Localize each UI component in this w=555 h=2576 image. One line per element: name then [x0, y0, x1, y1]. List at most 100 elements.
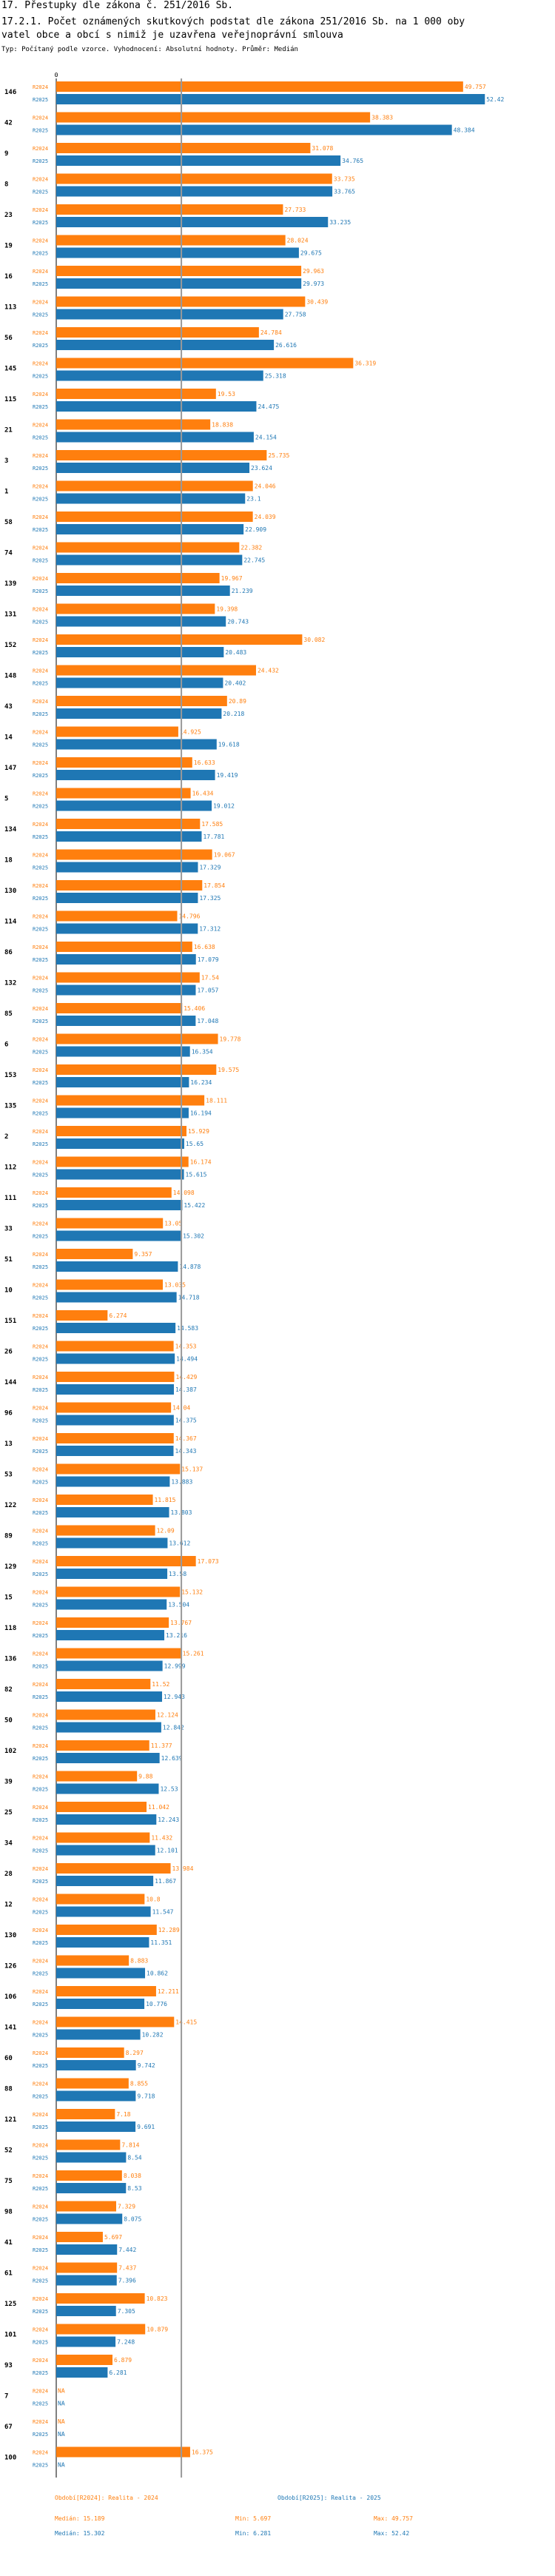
value-label-r2024: 15.132	[181, 1589, 203, 1596]
bar-r2024	[56, 573, 220, 583]
bar-r2024	[56, 542, 240, 553]
series-label-r2024: R2024	[33, 791, 48, 797]
series-label-r2024: R2024	[33, 1375, 48, 1381]
series-label-r2024: R2024	[33, 1344, 48, 1350]
series-label-r2025: R2025	[33, 1264, 48, 1270]
value-label-r2025: NA	[58, 2401, 65, 2407]
series-label-r2025: R2025	[33, 343, 48, 349]
row-id-label: 106	[4, 1993, 16, 2001]
series-label-r2025: R2025	[33, 2463, 48, 2469]
row-id-label: 102	[4, 1748, 16, 1755]
value-label-r2024: 8.297	[126, 2050, 144, 2056]
bar-r2025	[56, 94, 485, 104]
series-label-r2024: R2024	[33, 1805, 48, 1811]
series-label-r2024: R2024	[33, 1283, 48, 1289]
row-id-label: 52	[4, 2147, 13, 2155]
value-label-r2025: 14.343	[175, 1448, 196, 1455]
value-label-r2025: 29.973	[303, 281, 324, 287]
bar-r2025	[56, 247, 299, 258]
bar-r2025	[56, 2244, 118, 2255]
series-label-r2024: R2024	[33, 760, 48, 766]
row-id-label: 153	[4, 1072, 16, 1079]
value-label-r2024: 8.038	[124, 2173, 141, 2179]
row-id-label: 53	[4, 1472, 13, 1479]
value-label-r2025: 15.302	[183, 1233, 204, 1240]
value-label-r2025: 17.048	[197, 1018, 218, 1024]
bar-r2025	[56, 1016, 196, 1026]
value-label-r2025: 19.419	[217, 772, 238, 779]
value-label-r2024: 14.796	[178, 913, 200, 920]
bar-r2025	[56, 1476, 170, 1487]
series-label-r2025: R2025	[33, 804, 48, 810]
bar-r2024	[56, 880, 203, 890]
row-id-label: 82	[4, 1686, 13, 1694]
row-id-label: 113	[4, 304, 16, 312]
axis-zero-label: 0	[55, 72, 58, 78]
chart-type-description: Typ: Počítaný podle vzorce. Vyhodnocení:…	[1, 46, 298, 53]
value-label-r2024: 25.735	[268, 452, 289, 459]
bar-r2024	[56, 419, 211, 430]
row-id-label: 85	[4, 1010, 13, 1018]
bar-r2025	[56, 616, 226, 627]
series-label-r2025: R2025	[33, 2432, 48, 2438]
value-label-r2025: 23.1	[246, 496, 260, 503]
row-id-label: 144	[4, 1379, 17, 1386]
series-label-r2024: R2024	[33, 1190, 48, 1196]
bar-r2024	[56, 511, 253, 522]
bar-r2025	[56, 708, 222, 719]
bar-r2024	[56, 2262, 118, 2273]
series-label-r2024: R2024	[33, 637, 48, 643]
series-label-r2025: R2025	[33, 435, 48, 441]
bar-r2025	[56, 1107, 189, 1118]
value-label-r2025: 14.583	[177, 1325, 198, 1332]
bar-r2024	[56, 327, 259, 338]
value-label-r2025: 17.325	[199, 895, 221, 902]
value-label-r2025: 14.387	[175, 1386, 197, 1393]
row-id-label: 115	[4, 396, 16, 403]
bar-r2024	[56, 1679, 151, 1689]
value-label-r2025: 10.282	[142, 2032, 164, 2039]
bar-r2025	[56, 217, 329, 227]
legend-r2024-title: Období[R2024]: Realita - 2024	[55, 2495, 158, 2501]
bar-r2025	[56, 2336, 116, 2347]
series-label-r2025: R2025	[33, 251, 48, 257]
value-label-r2024: 16.638	[194, 944, 215, 950]
bar-r2024	[56, 389, 216, 399]
value-label-r2024: 28.024	[287, 238, 309, 244]
bar-r2024	[56, 81, 463, 92]
value-label-r2024: 7.329	[118, 2204, 135, 2210]
series-label-r2025: R2025	[33, 466, 48, 472]
value-label-r2024: 27.733	[284, 207, 306, 213]
row-id-label: 89	[4, 1533, 13, 1540]
series-label-r2024: R2024	[33, 2358, 48, 2364]
bar-r2024	[56, 2047, 124, 2058]
value-label-r2024: 19.967	[221, 575, 243, 582]
bar-r2025	[56, 278, 302, 289]
row-id-label: 136	[4, 1656, 16, 1663]
series-label-r2024: R2024	[33, 238, 48, 244]
value-label-r2024: 36.319	[354, 360, 376, 367]
series-label-r2024: R2024	[33, 2235, 48, 2241]
row-id-label: 146	[4, 89, 16, 96]
value-label-r2024: 19.778	[220, 1036, 241, 1043]
series-label-r2024: R2024	[33, 453, 48, 459]
bar-r2025	[56, 1968, 146, 1979]
value-label-r2025: 12.243	[158, 1817, 179, 1823]
bar-r2024	[56, 1126, 187, 1136]
row-id-label: 14	[4, 734, 13, 742]
bar-r2025	[56, 463, 250, 473]
series-label-r2025: R2025	[33, 1725, 48, 1731]
series-label-r2024: R2024	[33, 607, 48, 613]
bar-r2024	[56, 1925, 157, 1935]
bar-r2024	[56, 112, 371, 123]
series-label-r2025: R2025	[33, 2401, 48, 2407]
series-label-r2025: R2025	[33, 1050, 48, 1056]
bar-r2024	[56, 2016, 175, 2027]
bar-r2025	[56, 2213, 123, 2224]
bar-r2025	[56, 1999, 145, 2009]
bar-r2024	[56, 1495, 153, 1505]
row-id-label: 42	[4, 120, 13, 127]
row-id-label: 145	[4, 366, 16, 373]
row-id-label: 126	[4, 1963, 16, 1970]
bar-r2025	[56, 1415, 174, 1426]
